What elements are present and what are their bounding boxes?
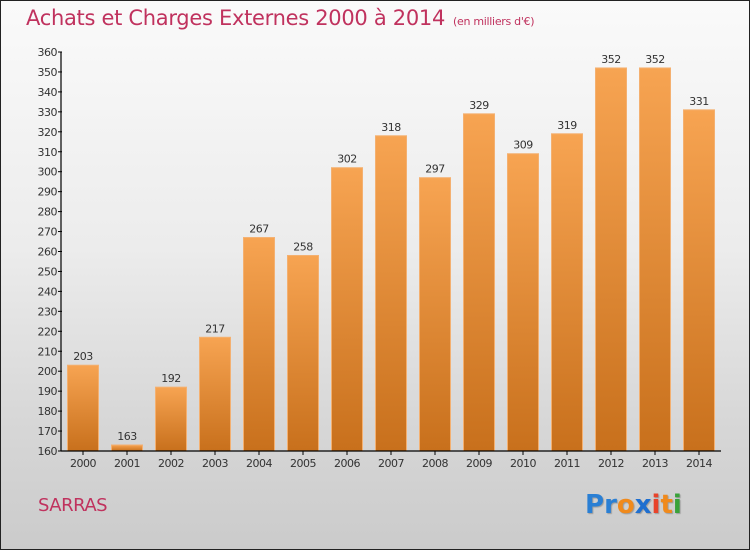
logo-letter: t [660,490,673,520]
bar[interactable] [67,364,99,452]
y-tick-label: 220 [38,325,58,338]
bar[interactable] [243,237,275,452]
bar-group-2009: 329 [463,99,495,452]
bar-group-2007: 318 [375,121,407,452]
logo-letter: o [616,490,635,520]
bar-value-label: 331 [689,95,709,108]
bar[interactable] [287,254,319,452]
bar[interactable] [419,177,451,452]
y-tick-label: 180 [38,405,58,418]
bar[interactable] [683,109,715,452]
proxiti-logo[interactable]: Proxiti [585,490,682,520]
chart-title: Achats et Charges Externes 2000 à 2014 (e… [26,6,535,30]
y-axis: 160 170 180 190 200 210 220 230 240 250 260 270 280 2… [38,46,62,458]
bar-value-label: 258 [293,240,313,253]
chart-title-text: Achats et Charges Externes 2000 à 2014 [26,6,446,30]
bar-group-2006: 302 [331,153,363,452]
y-tick-label: 290 [38,186,58,199]
bar[interactable] [199,336,231,452]
y-tick-label: 270 [38,226,58,239]
bar-value-label: 203 [73,350,93,363]
y-tick-label: 250 [38,265,58,278]
logo-letter: i [651,490,661,520]
x-tick-label: 2005 [290,457,316,470]
bar[interactable] [463,113,495,452]
x-tick-label: 2007 [378,457,404,470]
logo-letter: r [604,490,617,520]
commune-name: SARRAS [38,495,108,516]
bars: 203 163 192 217 267 258 302 318 297 329 309 319 352 3… [67,53,715,452]
x-tick-label: 2006 [334,457,360,470]
bar[interactable] [375,135,407,452]
y-tick-label: 320 [38,126,58,139]
y-tick-label: 190 [38,385,58,398]
bar-value-label: 319 [557,119,577,132]
bar[interactable] [507,153,539,452]
bar-group-2012: 352 [595,53,627,452]
y-tick-label: 170 [38,425,58,438]
bar-value-label: 163 [117,430,137,443]
bar-group-2011: 319 [551,119,583,452]
bar-group-2005: 258 [287,240,319,452]
y-tick-label: 200 [38,365,58,378]
bar-group-2013: 352 [639,53,671,452]
bar-group-2000: 203 [67,350,99,452]
bar-value-label: 318 [381,121,401,134]
logo-letter: P [585,490,605,520]
y-tick-label: 360 [38,46,58,59]
y-tick-label: 210 [38,345,58,358]
y-tick-label: 230 [38,305,58,318]
x-axis: 2000 2001 2002 2003 2004 2005 2006 2007 2008 2009… [61,450,721,470]
x-tick-label: 2008 [422,457,448,470]
y-tick-label: 280 [38,206,58,219]
x-tick-label: 2000 [70,457,96,470]
x-tick-label: 2013 [642,457,668,470]
bar[interactable] [551,133,583,452]
logo-letter: i [672,490,682,520]
bar[interactable] [595,67,627,452]
x-tick-label: 2014 [686,457,712,470]
x-tick-label: 2009 [466,457,492,470]
bar-value-label: 217 [205,322,225,335]
chart-subtitle: (en milliers d'€) [453,15,535,28]
bar-group-2002: 192 [155,372,187,452]
bar-value-label: 302 [337,153,357,166]
bar[interactable] [639,67,671,452]
bar-group-2001: 163 [111,430,143,452]
bar-value-label: 267 [249,223,269,236]
x-tick-label: 2003 [202,457,228,470]
x-tick-label: 2002 [158,457,184,470]
bar-group-2014: 331 [683,95,715,452]
bar-value-label: 192 [161,372,181,385]
x-tick-label: 2004 [246,457,272,470]
bar[interactable] [331,167,363,452]
bar-value-label: 297 [425,163,445,176]
x-tick-label: 2010 [510,457,536,470]
y-tick-label: 310 [38,146,58,159]
bar-group-2008: 297 [419,163,451,452]
bar-group-2010: 309 [507,139,539,452]
bar-value-label: 352 [601,53,621,66]
bar-value-label: 329 [469,99,489,112]
bar-value-label: 309 [513,139,533,152]
y-tick-label: 300 [38,166,58,179]
bar-group-2004: 267 [243,223,275,452]
x-tick-label: 2001 [114,457,140,470]
y-tick-label: 240 [38,285,58,298]
bar-value-label: 352 [645,53,665,66]
y-tick-label: 260 [38,246,58,259]
bar-group-2003: 217 [199,322,231,452]
x-tick-label: 2011 [554,457,580,470]
bar[interactable] [111,444,143,452]
x-tick-label: 2012 [598,457,624,470]
bar[interactable] [155,386,187,452]
y-tick-label: 340 [38,86,58,99]
y-tick-label: 160 [38,445,58,458]
y-tick-label: 330 [38,106,58,119]
y-tick-label: 350 [38,66,58,79]
logo-letter: x [634,490,652,520]
